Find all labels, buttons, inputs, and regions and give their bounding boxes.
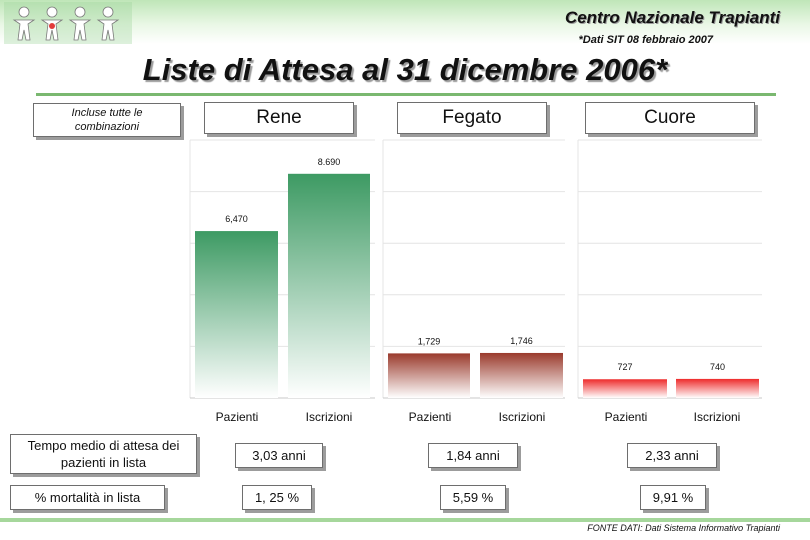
bar-fegato-pazienti bbox=[388, 353, 470, 398]
organ-header-fegato: Fegato bbox=[397, 102, 547, 134]
category-label-fegato-iscrizioni: Iscrizioni bbox=[499, 410, 546, 424]
source-note: FONTE DATI: Dati Sistema Informativo Tra… bbox=[587, 523, 780, 533]
page-title: Liste di Attesa al 31 dicembre 2006* bbox=[142, 52, 668, 87]
category-label-cuore-pazienti: Pazienti bbox=[605, 410, 648, 424]
data-label-rene-iscrizioni: 8.690 bbox=[318, 157, 341, 167]
bar-cuore-pazienti bbox=[583, 379, 667, 398]
org-title: Centro Nazionale Trapianti bbox=[564, 8, 780, 27]
mortality-value-rene: 1, 25 % bbox=[242, 485, 312, 510]
category-label-rene-pazienti: Pazienti bbox=[216, 410, 259, 424]
category-label-rene-iscrizioni: Iscrizioni bbox=[306, 410, 353, 424]
mortality-value-fegato: 5,59 % bbox=[440, 485, 506, 510]
bar-fegato-iscrizioni bbox=[480, 352, 563, 398]
data-label-cuore-iscrizioni: 740 bbox=[710, 362, 725, 372]
wait-value-cuore: 2,33 anni bbox=[627, 443, 717, 468]
header-band bbox=[0, 0, 810, 44]
bar-rene-iscrizioni bbox=[288, 173, 370, 398]
organ-header-cuore: Cuore bbox=[585, 102, 755, 134]
combinations-label: Incluse tutte le combinazioni bbox=[33, 103, 181, 137]
cnt-logo bbox=[4, 2, 132, 44]
footer-divider bbox=[0, 518, 810, 522]
data-label-fegato-pazienti: 1,729 bbox=[418, 336, 441, 346]
data-label-cuore-pazienti: 727 bbox=[617, 362, 632, 372]
wait-value-fegato: 1,84 anni bbox=[428, 443, 518, 468]
category-label-fegato-pazienti: Pazienti bbox=[409, 410, 452, 424]
wait-value-rene: 3,03 anni bbox=[235, 443, 323, 468]
organ-header-rene: Rene bbox=[204, 102, 354, 134]
category-label-cuore-iscrizioni: Iscrizioni bbox=[694, 410, 741, 424]
title-divider bbox=[36, 93, 776, 96]
bar-cuore-iscrizioni bbox=[676, 378, 759, 398]
wait-time-label: Tempo medio di attesa dei pazienti in li… bbox=[10, 434, 197, 474]
data-note: *Dati SIT 08 febbraio 2007 bbox=[578, 34, 714, 46]
data-label-rene-pazienti: 6,470 bbox=[225, 214, 248, 224]
mortality-label: % mortalità in lista bbox=[10, 485, 165, 510]
bar-rene-pazienti bbox=[195, 231, 278, 398]
data-label-fegato-iscrizioni: 1,746 bbox=[510, 336, 533, 346]
mortality-value-cuore: 9,91 % bbox=[640, 485, 706, 510]
